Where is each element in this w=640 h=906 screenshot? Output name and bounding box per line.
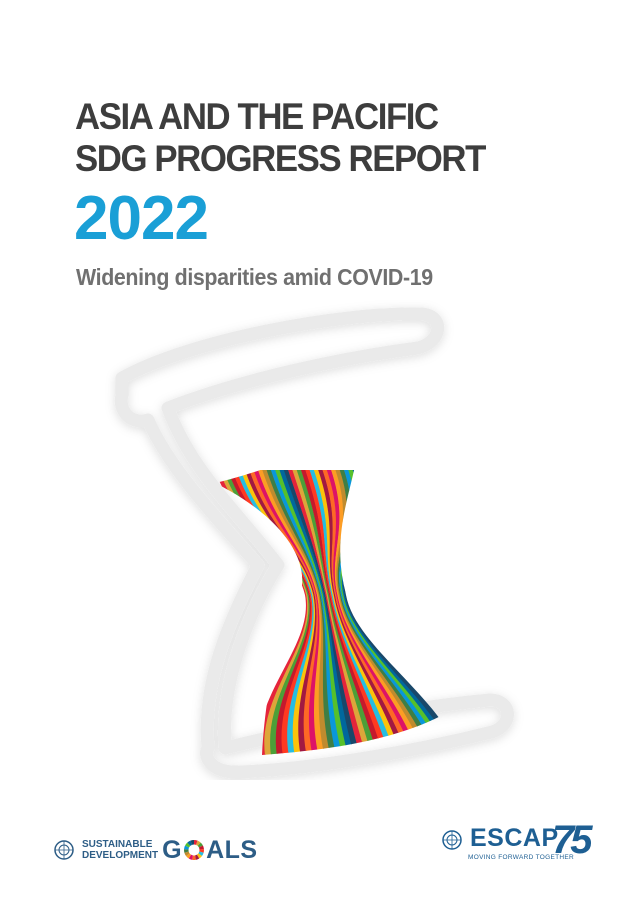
sdg-wheel-segment (192, 855, 196, 860)
sdg-wheel-segment (197, 842, 204, 848)
sand-stripe (270, 470, 347, 755)
sdg-wheel-segment (185, 842, 191, 848)
sdg-wheel-segment (186, 853, 192, 859)
sand-stripe (305, 470, 395, 755)
sdg-wheel-segment (184, 845, 190, 850)
sand-stripe (313, 470, 407, 755)
report-year: 2022 (74, 184, 209, 253)
title-line-1: ASIA AND THE PACIFIC (75, 96, 439, 137)
sand-stripe (232, 470, 313, 755)
sdg-wheel-segment (196, 853, 203, 859)
sdg-wheel-segment (184, 851, 190, 857)
sand-stripe (296, 470, 383, 755)
sand-stripe (258, 470, 329, 755)
sand-stripe (318, 470, 413, 755)
sdg-wheel-segment (198, 851, 204, 857)
goals-letter-g: G (162, 835, 183, 864)
sdg-wheel-icon (184, 840, 205, 860)
sdg-wheel-segment (187, 840, 193, 846)
escap-anniversary: 75 (552, 818, 592, 862)
sdg-wheel-segment (199, 845, 205, 850)
sand-stripe (262, 470, 335, 755)
sand-stripe (322, 470, 419, 755)
sdg-wheel-segment (195, 854, 200, 860)
escap-logo: ESCAP 75 MOVING FORWARD TOGETHER (440, 818, 592, 868)
sdg-word-development: DEVELOPMENT (82, 850, 159, 861)
sdg-logo: SUSTAINABLE DEVELOPMENT G ALS (52, 832, 258, 868)
sdg-wheel-segment (184, 849, 189, 853)
sand-stripe (331, 470, 431, 755)
sdg-wheel-segment (190, 840, 195, 845)
hourglass-illustration (114, 307, 514, 779)
sand-stripe (279, 470, 359, 755)
sand-stripe (253, 470, 323, 755)
sdg-wheel-segment (188, 854, 194, 860)
goals-letters-als: ALS (206, 835, 258, 864)
escap-emblem-icon (442, 830, 462, 850)
report-title: ASIA AND THE PACIFIC SDG PROGRESS REPORT (75, 96, 486, 180)
sand-stripe (283, 470, 365, 755)
escap-name: ESCAP (470, 824, 559, 852)
sdg-word-sustainable: SUSTAINABLE (82, 839, 153, 850)
sand-stripe (309, 470, 401, 755)
sand-stripe (236, 470, 314, 755)
un-emblem-icon (54, 840, 74, 860)
report-subtitle: Widening disparities amid COVID-19 (76, 264, 433, 290)
sand-stripe (335, 470, 437, 755)
sdg-wheel-segment (199, 849, 205, 853)
sand-stripe (275, 470, 353, 755)
sdg-word-goals: G ALS (162, 836, 257, 865)
sand-stripe (326, 470, 425, 755)
sdg-wheel-segment (196, 840, 201, 846)
sdg-wheel-segment (194, 840, 198, 845)
escap-tagline: MOVING FORWARD TOGETHER (468, 854, 574, 861)
title-line-2: SDG PROGRESS REPORT (75, 138, 486, 179)
